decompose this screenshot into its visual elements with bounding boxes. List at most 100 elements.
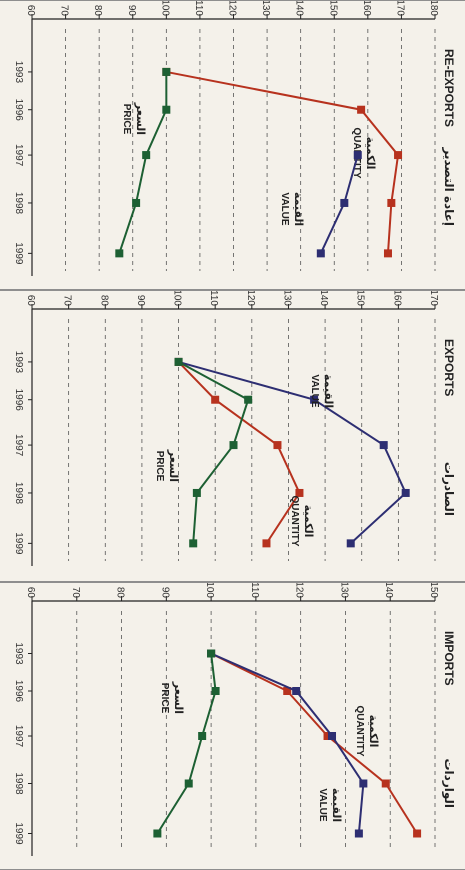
series-point-value	[354, 829, 363, 838]
chart-title-arabic: إعادة التصدير	[442, 147, 456, 226]
y-tick-label: 130	[338, 583, 349, 598]
series-point-value	[310, 395, 319, 404]
series-label-arabic: السعر	[172, 681, 185, 714]
chart-rotated-group: 170 160 150 140 130 120 110 100 90 80 70 60 1993 1996…	[13, 291, 456, 566]
y-tick-label: 110	[193, 1, 204, 16]
y-tick-label: 140	[318, 291, 329, 306]
series-line-price	[118, 71, 168, 254]
y-tick-label: 140	[383, 583, 394, 598]
chart-svg-0: 180 170 160 150 140 130 120 110 100 90 80 70 60 1993 1…	[13, 1, 456, 276]
series-point-price	[115, 249, 124, 258]
series-point-value	[340, 198, 349, 207]
series-point-price	[207, 649, 216, 658]
y-tick-label: 80	[98, 295, 109, 307]
series-point-quantity	[357, 105, 366, 114]
y-tick-label: 130	[260, 1, 271, 16]
series-label-arabic: الكمية	[364, 137, 377, 170]
y-tick-label: 90	[159, 587, 170, 599]
y-tick-label: 110	[249, 583, 260, 598]
series-label-arabic: القيمة	[330, 788, 343, 822]
series-line-quantity	[166, 70, 400, 254]
series-label: PRICE	[159, 683, 170, 714]
x-tick-label: 1993	[13, 642, 24, 665]
y-tick-label: 170	[394, 1, 405, 16]
series-point-price	[153, 829, 162, 838]
chart-title: EXPORTS	[442, 339, 456, 396]
series-point-value	[346, 539, 355, 548]
y-tick-label: 130	[281, 291, 292, 306]
y-tick-label: 70	[70, 587, 81, 599]
series-point-quantity	[394, 151, 403, 160]
chart-svg-1: 170 160 150 140 130 120 110 100 90 80 70 60 1993 1996…	[13, 291, 456, 566]
series-point-price	[229, 441, 238, 450]
series-point-quantity	[273, 441, 282, 450]
x-tick-label: 1993	[13, 351, 24, 374]
series-point-value	[328, 732, 337, 740]
series-point-quantity	[383, 249, 392, 258]
series-label-arabic: الكمية	[367, 715, 380, 748]
x-tick-label: 1999	[13, 822, 24, 845]
y-tick-label: 150	[355, 291, 366, 306]
series-label-arabic: السعر	[167, 449, 180, 482]
y-tick-label: 90	[126, 5, 137, 17]
y-tick-label: 60	[25, 5, 36, 17]
x-tick-label: 1999	[13, 532, 24, 555]
chart-title: IMPORTS	[442, 631, 456, 686]
y-tick-label: 120	[294, 583, 305, 598]
series-point-price	[132, 198, 141, 207]
y-tick-label: 160	[391, 291, 402, 306]
x-tick-label: 1997	[13, 144, 24, 167]
series-point-quantity	[262, 539, 271, 548]
series-point-price	[244, 395, 253, 404]
y-tick-label: 80	[115, 587, 126, 599]
y-tick-label: 100	[204, 583, 215, 598]
series-point-price	[174, 357, 183, 366]
x-tick-label: 1997	[13, 725, 24, 748]
chart-svg-2: 150 140 130 120 110 100 90 80 70 60 1993 1996 1997 19…	[13, 583, 456, 856]
series-line-price	[178, 361, 250, 544]
imports-panel: 150 140 130 120 110 100 90 80 70 60 1993 1996 1997 19…	[0, 582, 465, 870]
chart-rotated-group: 180 170 160 150 140 130 120 110 100 90 80 70 60 1993 1…	[13, 1, 456, 276]
chart-title-arabic: الصادرات	[442, 462, 456, 516]
chart-title: RE-EXPORTS	[442, 49, 456, 127]
series-label: QUANTITY	[354, 705, 365, 756]
series-point-price	[192, 488, 201, 497]
y-tick-label: 100	[172, 291, 183, 306]
y-tick-label: 140	[294, 1, 305, 16]
exports-panel: 170 160 150 140 130 120 110 100 90 80 70 60 1993 1996…	[0, 290, 465, 582]
x-tick-label: 1999	[13, 242, 24, 265]
series-point-price	[184, 779, 193, 788]
y-tick-label: 170	[428, 291, 439, 306]
series-point-quantity	[211, 395, 220, 404]
series-point-quantity	[413, 829, 422, 838]
re-exports-panel: 180 170 160 150 140 130 120 110 100 90 80 70 60 1993 1…	[0, 0, 465, 290]
series-point-quantity	[387, 198, 396, 207]
y-tick-label: 150	[327, 1, 338, 16]
y-tick-label: 70	[59, 5, 70, 17]
chart-title-arabic: الواردات	[441, 759, 456, 809]
series-point-value	[401, 488, 410, 497]
y-tick-label: 60	[25, 295, 36, 307]
y-tick-label: 120	[245, 291, 256, 306]
y-tick-label: 110	[208, 291, 219, 306]
series-label-arabic: الكمية	[302, 505, 315, 538]
x-tick-label: 1996	[13, 680, 24, 703]
series-point-price	[198, 732, 207, 740]
x-tick-label: 1998	[13, 772, 24, 795]
series-point-value	[292, 687, 301, 695]
y-tick-label: 70	[62, 295, 73, 307]
series-label: QUANTITY	[289, 495, 300, 546]
y-tick-label: 120	[227, 1, 238, 16]
series-label: PRICE	[121, 104, 132, 135]
series-label: PRICE	[154, 451, 165, 482]
x-tick-label: 1998	[13, 482, 24, 505]
y-tick-label: 160	[361, 1, 372, 16]
series-point-quantity	[295, 488, 304, 497]
series-line-quantity	[210, 652, 418, 835]
y-tick-label: 100	[159, 1, 170, 16]
series-point-price	[142, 151, 151, 160]
series-point-value	[379, 441, 388, 450]
series-label: VALUE	[317, 788, 328, 821]
series-point-price	[162, 67, 171, 76]
series-label: VALUE	[279, 192, 290, 225]
